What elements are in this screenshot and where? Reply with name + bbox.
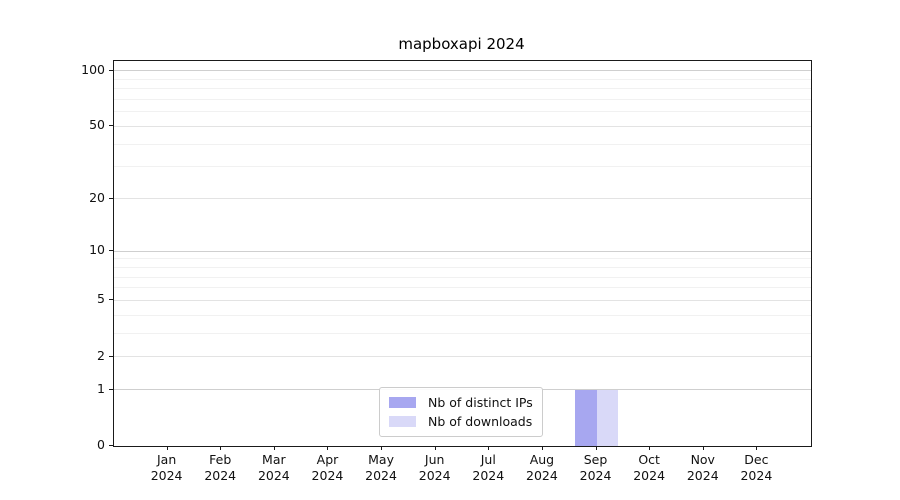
- x-tick-mark-dec: [756, 446, 758, 450]
- x-tick-mark-jul: [488, 446, 490, 450]
- legend-label-distinct-ips: Nb of distinct IPs: [428, 395, 533, 410]
- gridline-y-30: [114, 166, 811, 168]
- y-tick-mark-100: [109, 69, 113, 71]
- y-tick-mark-0: [109, 445, 113, 446]
- x-tick-mark-sep: [595, 446, 597, 450]
- x-axis-tick-label-mar: Mar 2024: [257, 452, 290, 483]
- x-axis-tick-label-nov: Nov 2024: [686, 452, 719, 483]
- y-axis-tick-label-20: 20: [89, 189, 105, 205]
- gridline-y-8: [114, 266, 811, 268]
- x-axis-tick-label-may: May 2024: [365, 452, 397, 483]
- x-tick-mark-apr: [327, 446, 329, 450]
- gridline-y-60: [114, 111, 811, 113]
- bar-nb-of-distinct-ips-sep: [575, 389, 597, 446]
- x-axis-tick-label-jan: Jan 2024: [150, 452, 183, 483]
- y-axis-tick-label-2: 2: [97, 347, 105, 363]
- y-tick-mark-20: [109, 197, 113, 199]
- x-axis-tick-label-jul: Jul 2024: [472, 452, 505, 483]
- x-tick-mark-may: [381, 446, 383, 450]
- x-tick-mark-oct: [649, 446, 651, 450]
- legend-item-downloads: Nb of downloads: [389, 412, 533, 431]
- gridline-y-70: [114, 99, 811, 101]
- legend: Nb of distinct IPs Nb of downloads: [379, 387, 543, 437]
- x-tick-mark-jan: [166, 446, 168, 450]
- legend-item-distinct-ips: Nb of distinct IPs: [389, 393, 533, 412]
- x-tick-mark-nov: [702, 446, 704, 450]
- y-tick-mark-10: [109, 250, 113, 252]
- x-axis-tick-label-jun: Jun 2024: [418, 452, 451, 483]
- gridline-y-50: [114, 125, 811, 127]
- gridline-y-6: [114, 287, 811, 289]
- y-axis-tick-label-5: 5: [97, 291, 105, 307]
- x-tick-mark-mar: [273, 446, 275, 450]
- bar-nb-of-downloads-sep: [596, 389, 619, 446]
- gridline-y-40: [114, 143, 811, 145]
- gridline-y-2: [114, 356, 811, 358]
- gridline-y-9: [114, 258, 811, 260]
- y-tick-mark-1: [109, 388, 113, 390]
- y-axis-tick-label-100: 100: [81, 61, 105, 77]
- gridline-y-7: [114, 276, 811, 278]
- x-tick-mark-jun: [434, 446, 436, 450]
- legend-swatch-distinct-ips: [389, 397, 416, 408]
- y-axis-tick-label-0: 0: [97, 437, 105, 452]
- y-tick-mark-50: [109, 125, 113, 127]
- y-tick-mark-2: [109, 355, 113, 357]
- chart-title: mapboxapi 2024: [398, 35, 525, 53]
- x-tick-mark-feb: [220, 446, 222, 450]
- x-axis-tick-label-oct: Oct 2024: [633, 452, 666, 483]
- y-tick-mark-5: [109, 299, 113, 301]
- x-axis-tick-label-feb: Feb 2024: [204, 452, 237, 483]
- x-axis-tick-label-aug: Aug 2024: [526, 452, 558, 483]
- legend-swatch-downloads: [389, 416, 416, 427]
- x-axis-tick-label-apr: Apr 2024: [311, 452, 344, 483]
- y-axis-tick-label-1: 1: [97, 380, 105, 396]
- x-axis-tick-label-dec: Dec 2024: [740, 452, 773, 483]
- gridline-y-90: [114, 78, 811, 80]
- gridline-y-20: [114, 198, 811, 200]
- gridline-y-5: [114, 299, 811, 301]
- y-axis-tick-label-50: 50: [89, 117, 105, 133]
- gridline-y-80: [114, 88, 811, 90]
- y-axis-tick-label-10: 10: [89, 242, 105, 258]
- plot-area: Nb of distinct IPs Nb of downloads: [113, 60, 812, 447]
- legend-label-downloads: Nb of downloads: [428, 414, 533, 429]
- x-axis-tick-label-sep: Sep 2024: [579, 452, 612, 483]
- gridline-y-4: [114, 314, 811, 316]
- x-tick-mark-aug: [541, 446, 543, 450]
- gridline-y-3: [114, 332, 811, 334]
- gridline-y-100: [114, 70, 811, 72]
- gridline-y-10: [114, 250, 811, 252]
